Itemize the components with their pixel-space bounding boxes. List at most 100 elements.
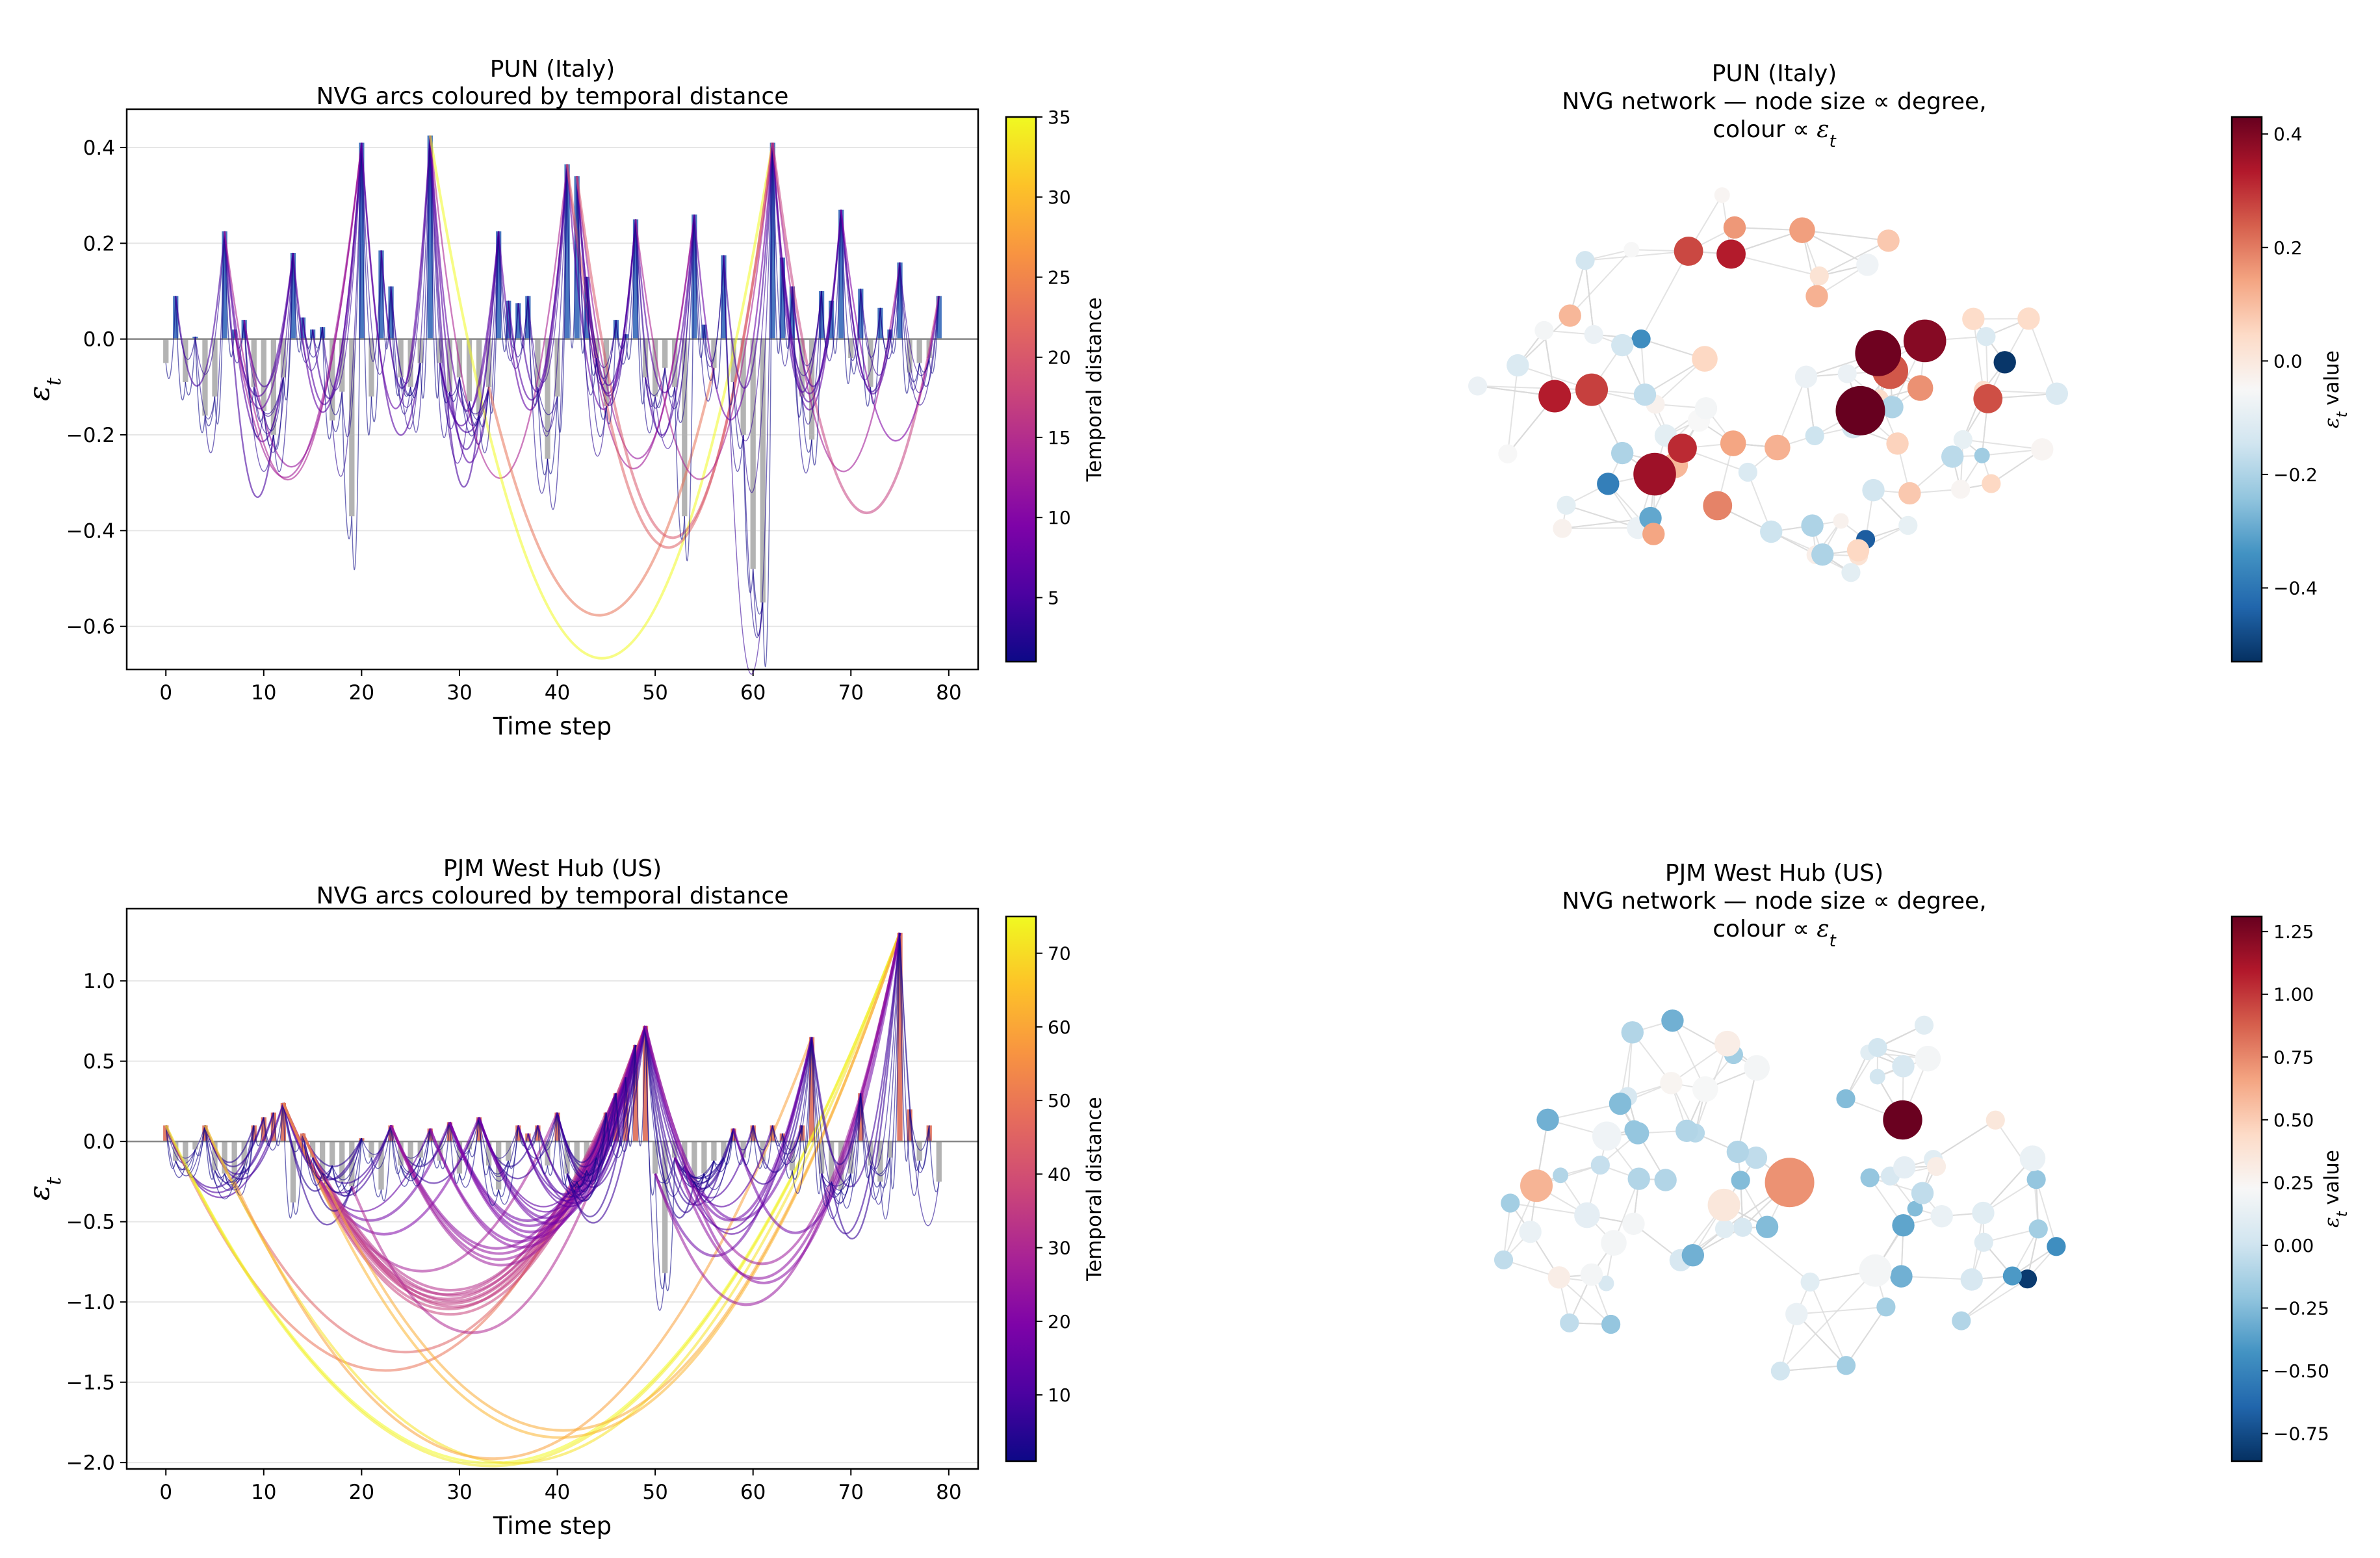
- visibility-arc: [214, 231, 226, 425]
- network-node: [1621, 1021, 1644, 1044]
- colorbar-tick-label: 0.2: [2273, 237, 2303, 259]
- network-node: [1907, 375, 1934, 401]
- network-node: [1962, 307, 1985, 330]
- network-node: [1553, 519, 1572, 538]
- network-edge: [1503, 1202, 1511, 1260]
- visibility-arc: [214, 1125, 255, 1191]
- network-edge: [1742, 1227, 1811, 1283]
- network-node: [1915, 1045, 1941, 1072]
- visibility-arc: [487, 367, 716, 617]
- x-tick-label: 10: [251, 681, 276, 705]
- visibility-arc: [821, 209, 842, 361]
- bar: [603, 339, 609, 406]
- visibility-arc: [165, 296, 176, 379]
- colorbar-tick-label: 30: [1048, 187, 1071, 208]
- visibility-arc: [439, 1122, 450, 1169]
- bar: [711, 339, 717, 368]
- visibility-arc: [732, 382, 744, 449]
- network-node: [1744, 1146, 1768, 1169]
- bar: [877, 1141, 883, 1182]
- network-node: [1536, 1108, 1559, 1131]
- network-node: [2047, 1237, 2066, 1256]
- network-node: [1580, 1263, 1603, 1286]
- visibility-arc: [811, 291, 822, 466]
- network-node: [1738, 462, 1757, 482]
- visibility-arc: [351, 142, 363, 571]
- visibility-arc: [644, 1026, 754, 1199]
- colorbar-tick-label: −0.25: [2273, 1297, 2329, 1319]
- bar: [173, 1141, 179, 1161]
- visibility-arc: [644, 1026, 695, 1219]
- visibility-arc: [762, 1125, 773, 1169]
- visibility-arc: [899, 262, 911, 394]
- network-node: [1731, 1171, 1750, 1190]
- visibility-arc: [331, 142, 363, 477]
- visibility-arc: [430, 1128, 441, 1169]
- visibility-arc: [331, 1165, 352, 1197]
- visibility-arc: [576, 176, 695, 460]
- network-node: [1794, 365, 1818, 388]
- visibility-arc: [703, 255, 725, 362]
- network-node: [1855, 330, 1902, 376]
- network-node: [1574, 1202, 1600, 1228]
- visibility-arc: [723, 1128, 734, 1165]
- visibility-arc: [732, 142, 773, 441]
- x-tick-label: 80: [936, 681, 961, 705]
- visibility-arc: [165, 1125, 196, 1164]
- bar: [701, 1141, 707, 1174]
- colorbar-tick-label: 50: [1048, 1090, 1071, 1111]
- x-tick-label: 30: [446, 681, 472, 705]
- network-node: [1892, 1214, 1915, 1237]
- visibility-arc: [175, 1149, 196, 1170]
- network-node: [1654, 1169, 1677, 1191]
- network-edge: [1517, 315, 1571, 366]
- network-node: [1642, 523, 1665, 545]
- network-node: [1494, 1250, 1514, 1269]
- network-node: [1720, 430, 1746, 456]
- visibility-arc: [537, 164, 568, 437]
- visibility-arc: [693, 142, 773, 421]
- network-node: [1811, 543, 1834, 566]
- visibility-arc: [596, 1112, 607, 1167]
- bar: [202, 339, 208, 416]
- network-node: [1805, 426, 1824, 446]
- network-node: [1881, 396, 1904, 419]
- visibility-arc: [723, 142, 773, 389]
- bar: [192, 1141, 198, 1150]
- network-edge: [1569, 249, 1632, 317]
- bar: [721, 1141, 727, 1158]
- colorbar-tick-label: 0.25: [2273, 1172, 2314, 1193]
- visibility-arc: [635, 1026, 646, 1147]
- visibility-arc: [889, 933, 901, 1189]
- visibility-arc: [380, 250, 392, 350]
- y-tick-label: −0.2: [66, 424, 115, 447]
- visibility-arc: [821, 1173, 851, 1187]
- colorbar-tick-label: 0.00: [2273, 1235, 2314, 1256]
- visibility-arc: [311, 1125, 392, 1197]
- bar: [349, 339, 355, 517]
- visibility-arc: [576, 176, 607, 457]
- bar: [163, 339, 169, 363]
- chart-title: PJM West Hub (US): [1665, 860, 1883, 887]
- network-edge: [1973, 318, 1984, 391]
- visibility-arc: [164, 932, 901, 1464]
- colorbar-label: εt value: [2320, 350, 2351, 428]
- network-node: [2017, 307, 2040, 330]
- chart-title: PUN (Italy): [490, 56, 615, 83]
- visibility-arc: [370, 1125, 392, 1169]
- visibility-arc: [459, 377, 489, 415]
- visibility-arc: [253, 387, 265, 422]
- bar: [848, 339, 854, 359]
- network-edge: [1796, 1306, 1886, 1315]
- bar: [173, 296, 179, 339]
- visibility-arc: [899, 262, 920, 391]
- visibility-arc: [615, 1045, 636, 1152]
- visibility-arc: [792, 1037, 812, 1194]
- y-tick-label: 0.0: [83, 328, 115, 352]
- y-tick-label: 0.0: [83, 1130, 115, 1154]
- visibility-arc: [253, 252, 294, 434]
- bar: [711, 1141, 717, 1161]
- bar: [535, 339, 541, 387]
- visibility-arc: [430, 135, 450, 439]
- visibility-arc: [899, 933, 920, 1197]
